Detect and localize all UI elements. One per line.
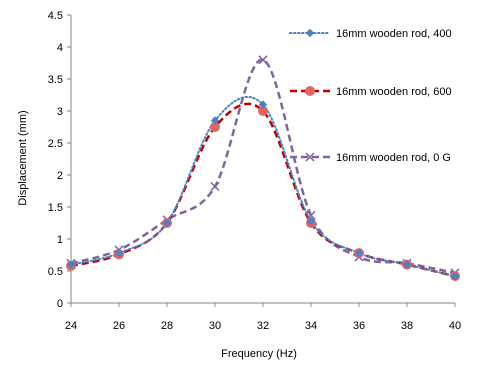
x-tick-label: 30 [209, 320, 221, 332]
series-line-2 [70, 102, 456, 278]
x-tick-label: 28 [161, 320, 173, 332]
series-layer [66, 55, 460, 282]
legend-marker-3 [305, 152, 315, 162]
legend: 16mm wooden rod, 400 16mm wooden rod, 600… [289, 28, 452, 164]
data-point-series-1 [162, 218, 172, 228]
legend-marker-1 [305, 28, 315, 38]
series-line-1 [70, 95, 456, 278]
data-point-series-3 [306, 210, 316, 220]
y-tick-label: 2.5 [48, 138, 63, 150]
y-tick-label: 0.5 [48, 266, 63, 278]
data-point-series-1 [306, 216, 316, 226]
series-line-3 [70, 58, 456, 275]
x-marker-stroke [210, 181, 220, 192]
data-point-series-3 [258, 55, 268, 65]
data-point-series-3 [210, 181, 220, 192]
x-axis-title: Frequency (Hz) [221, 348, 297, 360]
x-marker-stroke [306, 210, 316, 220]
x-tick-label: 32 [257, 320, 269, 332]
y-axis-title: Displacement (mm) [17, 110, 29, 205]
x-tick-label: 40 [449, 320, 461, 332]
y-tick-label: 3.5 [48, 74, 63, 86]
y-tick-label: 0 [57, 298, 63, 310]
legend-label-3: 16mm wooden rod, 0 G [336, 152, 451, 164]
y-tick-label: 1.5 [48, 202, 63, 214]
y-tick-label: 3 [57, 106, 63, 118]
x-tick-label: 34 [305, 320, 317, 332]
data-point-series-1 [114, 248, 124, 258]
data-point-series-1 [66, 260, 76, 269]
data-point-series-1 [402, 260, 412, 269]
legend-marker-2 [305, 86, 315, 96]
x-tick-label: 36 [353, 320, 365, 332]
x-tick-label: 38 [401, 320, 413, 332]
x-tick-label: 26 [113, 320, 125, 332]
axes: 0 0.5 1 1.5 2 2.5 3 3.5 4 4.5 24 26 28 30 32 34 36 38 40 [48, 10, 461, 332]
data-point-series-1 [354, 248, 364, 258]
data-point-series-1 [450, 271, 460, 281]
legend-label-1: 16mm wooden rod, 400 [336, 28, 452, 40]
y-tick-label: 1 [57, 234, 63, 246]
legend-label-2: 16mm wooden rod, 600 [336, 86, 452, 98]
x-tick-label: 24 [65, 320, 77, 332]
data-point-series-1 [258, 100, 268, 109]
x-marker-stroke [305, 152, 315, 162]
x-marker-stroke [258, 55, 268, 65]
y-tick-label: 4.5 [48, 10, 63, 22]
data-point-series-1 [210, 116, 220, 125]
y-tick-label: 2 [57, 170, 63, 182]
y-tick-label: 4 [57, 42, 63, 54]
